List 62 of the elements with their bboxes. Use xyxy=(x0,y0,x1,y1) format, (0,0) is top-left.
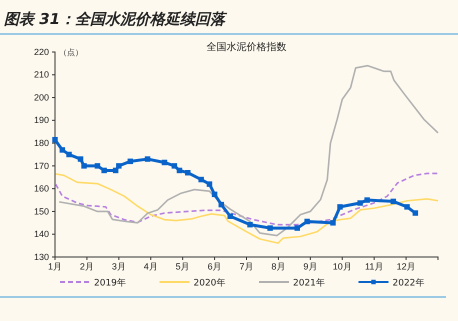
x-tick-label: 4月 xyxy=(144,261,158,272)
point xyxy=(78,156,84,162)
y-tick-label: 180 xyxy=(34,138,49,148)
point xyxy=(218,202,224,208)
y-tick-label: 170 xyxy=(34,160,49,171)
point xyxy=(412,210,418,216)
y-tick-label: 140 xyxy=(34,229,49,240)
x-tick-label: 7月 xyxy=(239,261,254,272)
point xyxy=(185,170,191,176)
point xyxy=(404,204,410,210)
y-tick-label: 130 xyxy=(34,252,49,262)
point xyxy=(364,197,370,203)
point xyxy=(247,222,253,228)
point xyxy=(337,204,343,210)
y-tick-label: 190 xyxy=(34,115,49,126)
point xyxy=(304,218,310,224)
point xyxy=(144,156,150,162)
point xyxy=(198,176,204,182)
point xyxy=(212,192,218,198)
x-tick-label: 6月 xyxy=(208,261,222,272)
point xyxy=(390,198,396,204)
x-tick-label: 11月 xyxy=(364,261,384,272)
point xyxy=(162,160,168,166)
x-tick-label: 1月 xyxy=(48,261,62,272)
point xyxy=(330,220,336,226)
legend-label: 2020年 xyxy=(194,278,226,288)
x-tick-label: 2月 xyxy=(80,261,94,272)
point xyxy=(66,152,72,158)
chart-subtitle: 全国水泥价格指数 xyxy=(206,41,286,53)
point xyxy=(81,163,87,169)
y-tick-label: 160 xyxy=(34,184,49,194)
x-tick-label: 12月 xyxy=(396,261,416,272)
point xyxy=(294,225,300,231)
point xyxy=(267,225,273,231)
chart-title: 图表 31：全国水泥价格延续回落 xyxy=(4,10,228,28)
y-tick-label: 220 xyxy=(34,46,49,57)
y-tick-label: 210 xyxy=(34,70,49,80)
legend-label: 2019年 xyxy=(94,278,126,288)
line-series xyxy=(54,173,439,244)
point xyxy=(60,147,66,153)
point xyxy=(101,168,107,174)
x-tick-label: 9月 xyxy=(303,261,318,272)
x-tick-label: 8月 xyxy=(271,261,286,272)
point xyxy=(94,163,100,169)
point xyxy=(176,168,182,174)
point xyxy=(52,136,58,142)
x-tick-label: 3月 xyxy=(112,261,126,272)
x-tick-label: 10月 xyxy=(332,261,352,272)
y-tick-label: 150 xyxy=(34,206,49,216)
point xyxy=(357,200,363,206)
point xyxy=(227,213,233,219)
line-series xyxy=(58,64,439,236)
point xyxy=(172,163,178,169)
legend-label: 2021年 xyxy=(293,278,325,288)
point xyxy=(116,163,122,169)
point xyxy=(112,168,118,174)
legend-label: 2022年 xyxy=(392,278,424,288)
y-axis-title: （点） xyxy=(59,48,83,57)
y-tick-label: 200 xyxy=(34,92,49,102)
point xyxy=(206,181,212,187)
point xyxy=(128,158,134,164)
x-tick-label: 5月 xyxy=(176,261,190,272)
